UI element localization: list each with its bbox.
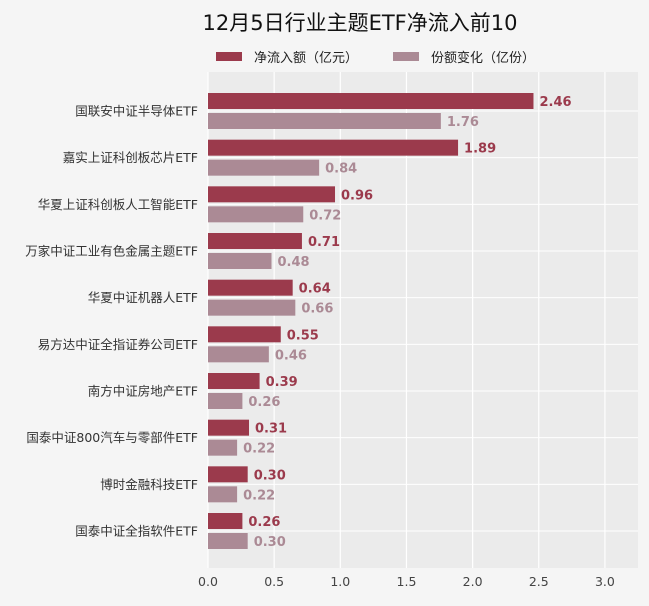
legend-swatch [216, 52, 242, 61]
data-label: 0.26 [248, 395, 280, 410]
data-label: 0.48 [278, 255, 310, 270]
x-tick-label: 1.0 [330, 574, 350, 589]
data-label: 0.96 [341, 188, 373, 203]
data-label: 0.30 [254, 535, 286, 550]
bar-net-inflow [208, 93, 534, 109]
category-label: 国泰中证全指软件ETF [75, 524, 198, 539]
bar-share-change [208, 206, 304, 223]
bar-share-change [208, 486, 238, 503]
category-label: 国联安中证半导体ETF [75, 104, 198, 119]
category-label: 嘉实上证科创板芯片ETF [63, 150, 198, 165]
data-label: 0.71 [308, 235, 340, 250]
legend-label: 净流入额（亿元） [254, 51, 358, 66]
data-label: 0.66 [301, 302, 333, 317]
bar-share-change [208, 393, 243, 409]
bar-net-inflow [208, 466, 248, 483]
bar-net-inflow [208, 419, 250, 436]
category-label: 华夏上证科创板人工智能ETF [38, 197, 198, 212]
bar-share-change [208, 299, 296, 316]
data-label: 0.22 [243, 442, 275, 457]
data-label: 0.30 [254, 468, 286, 483]
bar-share-change [208, 439, 238, 456]
data-label: 0.22 [243, 488, 275, 503]
data-label: 0.26 [248, 515, 280, 530]
bar-share-change [208, 159, 320, 176]
category-label: 国泰中证800汽车与零部件ETF [26, 430, 198, 445]
bar-net-inflow [208, 233, 302, 249]
category-label: 易方达中证全指证券公司ETF [38, 337, 198, 352]
x-tick-label: 1.5 [397, 574, 417, 589]
legend-label: 份额变化（亿份） [431, 50, 535, 66]
data-label: 0.31 [255, 422, 287, 437]
chart-title: 12月5日行业主题ETF净流入前10 [203, 11, 518, 35]
bar-share-change [208, 253, 272, 269]
data-label: 1.89 [464, 142, 496, 157]
bar-net-inflow [208, 139, 459, 156]
bar-net-inflow [208, 513, 243, 529]
data-label: 2.46 [539, 95, 571, 110]
bar-net-inflow [208, 373, 260, 389]
data-label: 0.64 [299, 282, 331, 297]
bar-net-inflow [208, 326, 281, 343]
x-tick-label: 3.0 [595, 574, 615, 589]
bar-net-inflow [208, 279, 293, 296]
data-label: 1.76 [447, 115, 479, 130]
x-tick-label: 0.5 [264, 574, 284, 589]
x-tick-label: 2.5 [529, 574, 549, 589]
category-label: 万家中证工业有色金属主题ETF [25, 244, 198, 259]
legend-swatch [393, 52, 419, 61]
data-label: 0.46 [275, 348, 307, 363]
data-label: 0.84 [325, 162, 357, 177]
category-label: 南方中证房地产ETF [88, 384, 198, 399]
data-label: 0.72 [309, 208, 341, 223]
bar-share-change [208, 346, 269, 363]
x-tick-label: 0.0 [198, 574, 218, 589]
data-label: 0.39 [266, 375, 298, 390]
data-label: 0.55 [287, 328, 319, 343]
bar-share-change [208, 113, 441, 129]
category-label: 博时金融科技ETF [100, 477, 198, 492]
bar-net-inflow [208, 186, 336, 203]
bar-share-change [208, 533, 248, 549]
category-label: 华夏中证机器人ETF [88, 290, 198, 305]
x-tick-label: 2.0 [463, 574, 483, 589]
